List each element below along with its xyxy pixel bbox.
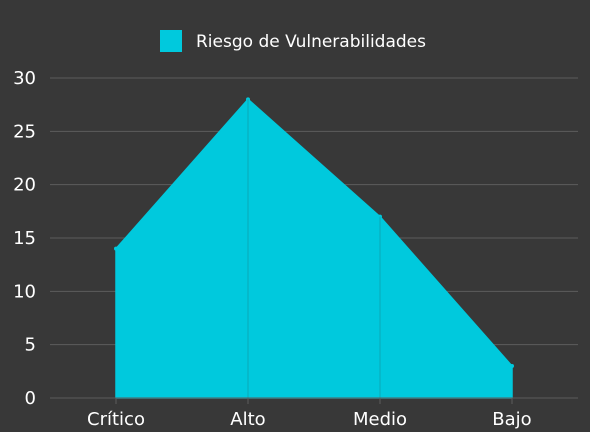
series-area-layer: [114, 97, 514, 399]
y-tick-label: 15: [13, 228, 36, 249]
legend-label: Riesgo de Vulnerabilidades: [196, 32, 426, 52]
x-tick-label: Alto: [230, 409, 265, 430]
y-tick-label: 5: [25, 335, 36, 356]
x-tick-label: Bajo: [492, 409, 531, 430]
category-lines: [247, 99, 381, 398]
data-point[interactable]: [114, 246, 118, 251]
data-point[interactable]: [510, 364, 514, 368]
y-tick-label: 0: [25, 388, 36, 409]
series-area[interactable]: [115, 98, 513, 399]
legend-swatch[interactable]: [160, 30, 182, 52]
y-tick-label: 20: [13, 175, 36, 196]
legend[interactable]: Riesgo de Vulnerabilidades: [160, 30, 426, 52]
y-tick-label: 30: [13, 68, 36, 89]
x-tick-label: Crítico: [87, 409, 145, 430]
y-tick-label: 25: [13, 121, 36, 142]
y-tick-label: 10: [13, 281, 36, 302]
x-tick-label: Medio: [353, 409, 407, 430]
x-axis: Crítico Alto Medio Bajo: [50, 397, 578, 430]
y-axis: 0 5 10 15 20 25 30: [13, 68, 36, 409]
